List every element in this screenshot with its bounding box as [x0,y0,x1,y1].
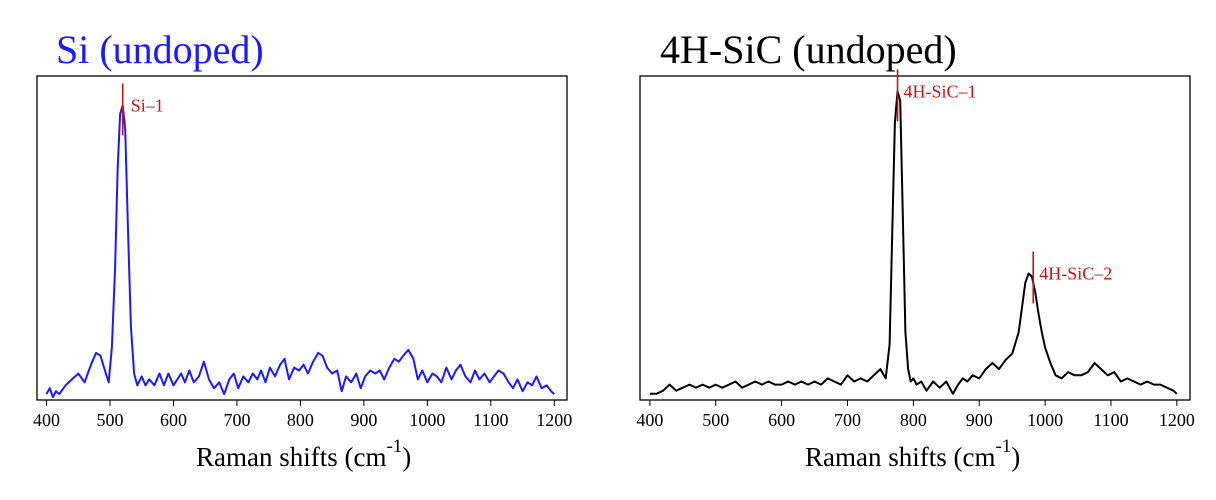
x-tick-label: 900 [350,410,377,430]
chart-panel-si: Si (undoped) 400 500 600 700 800 900 1000 1100 1… [0,0,600,500]
x-tick-label: 800 [287,410,314,430]
spectrum-line [45,104,555,399]
chart-title: Si (undoped) [56,27,264,72]
chart-panel-4h-sic: 4H-SiC (undoped) 400 500 600 700 800 900 1000 1… [608,0,1216,500]
plot-frame [36,75,568,401]
x-axis-label: Raman shifts (cm-1) [196,436,412,472]
x-tick-label: 400 [33,410,60,430]
x-tick-label: 500 [702,410,729,430]
x-tick-label: 500 [96,410,123,430]
x-tick-label: 900 [966,410,993,430]
x-tick-label: 1200 [1159,410,1195,430]
x-tick-label: 1100 [1093,410,1128,430]
spectrum-line [649,90,1178,395]
x-tick-label: 1100 [473,410,508,430]
peak-label: Si–1 [131,95,164,115]
x-tick-label: 400 [636,410,663,430]
peak-label: 4H-SiC–1 [904,81,977,101]
peak-label: 4H-SiC–2 [1039,263,1112,283]
chart-si: 400 500 600 700 800 900 1000 1100 1200 Si–1 [33,75,572,430]
x-tick-label: 700 [223,410,250,430]
x-tick-label: 600 [768,410,795,430]
x-tick-label: 1000 [409,410,445,430]
x-tick-label: 700 [834,410,861,430]
chart-4h-sic: 400 500 600 700 800 900 1000 1100 1200 4H-SiC–1 4H… [636,69,1195,430]
x-tick-label: 1000 [1027,410,1063,430]
x-tick-label: 600 [160,410,187,430]
x-tick-label: 1200 [536,410,572,430]
chart-title: 4H-SiC (undoped) [660,27,957,72]
x-axis-label: Raman shifts (cm-1) [805,436,1021,472]
x-tick-label: 800 [900,410,927,430]
plot-frame [639,75,1191,401]
